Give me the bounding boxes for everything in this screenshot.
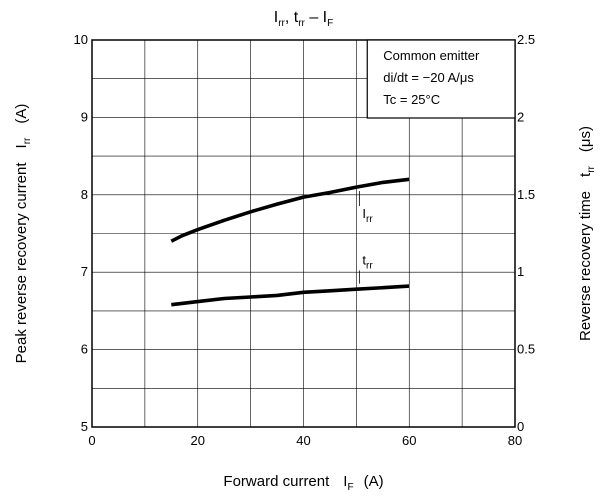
tick-labels: 0 20 40 60 80 5 6 7 8 9 10 0 0.5 1 1.5 2 2.5 [74, 32, 536, 448]
x-axis-label: Forward current IF (A) [223, 473, 383, 493]
y-right-axis-label: Reverse recovery timetrr(μs) [577, 126, 597, 341]
condition-line-2: di/dt = −20 A/μs [383, 70, 474, 85]
y-right-tick-label: 1.5 [517, 187, 535, 202]
y-left-tick-label: 8 [81, 187, 88, 202]
y-left-tick-label: 7 [81, 264, 88, 279]
y-right-tick-label: 2.5 [517, 32, 535, 47]
conditions-frame [366, 39, 516, 119]
y-right-tick-label: 0.5 [517, 342, 535, 357]
condition-line-1: Common emitter [383, 48, 480, 63]
y-left-tick-label: 10 [74, 32, 88, 47]
x-tick-label: 80 [508, 433, 522, 448]
series-line-trr [171, 284, 410, 307]
y-left-tick-label: 9 [81, 109, 88, 124]
x-tick-label: 20 [191, 433, 205, 448]
y-right-tick-label: 1 [517, 264, 524, 279]
x-tick-label: 0 [88, 433, 95, 448]
series-label-Irr: Irr [362, 206, 373, 225]
y-left-tick-label: 6 [81, 342, 88, 357]
conditions-box: Common emitter di/dt = −20 A/μs Tc = 25°… [366, 39, 516, 119]
condition-line-3: Tc = 25°C [383, 92, 440, 107]
y-left-tick-label: 5 [81, 419, 88, 434]
chart-title: Irr, trr – IF [274, 9, 333, 29]
y-right-tick-label: 0 [517, 419, 524, 434]
series-line-Irr [170, 177, 410, 243]
y-right-tick-label: 2 [517, 109, 524, 124]
x-tick-label: 40 [296, 433, 310, 448]
y-left-axis-label: Peak reverse recovery currentIrr(A) [13, 104, 33, 364]
x-tick-label: 60 [402, 433, 416, 448]
series: Irr trr [170, 177, 410, 307]
series-label-trr: trr [362, 252, 373, 271]
plot-frame [91, 39, 516, 428]
